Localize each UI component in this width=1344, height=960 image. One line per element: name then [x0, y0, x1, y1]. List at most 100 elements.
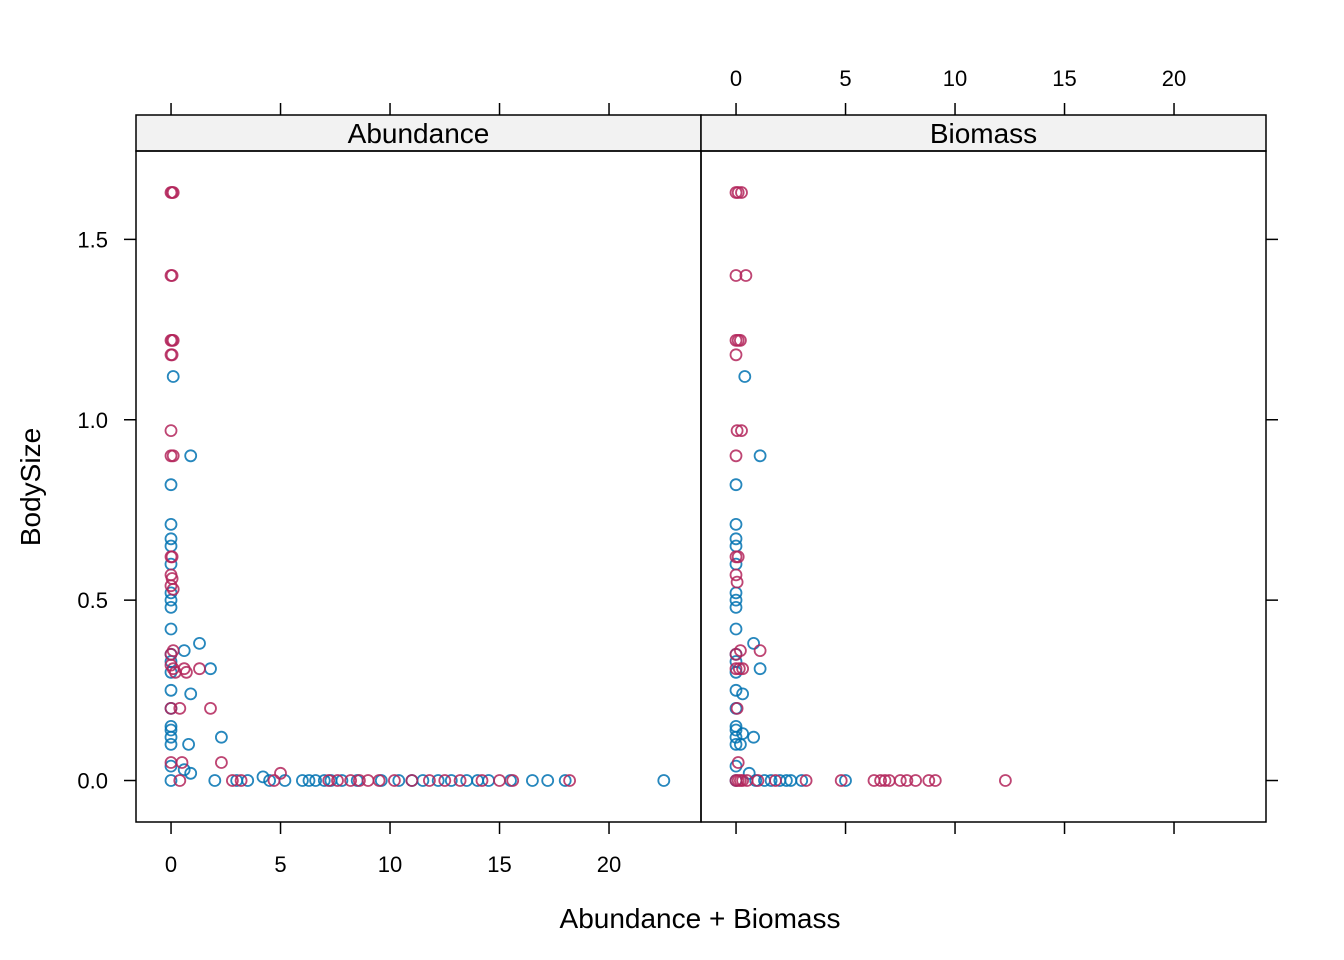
data-point	[742, 766, 756, 780]
y-tick-label: 1.0	[77, 408, 108, 433]
x-tick-label: 20	[597, 852, 621, 877]
data-point	[729, 723, 743, 737]
data-point	[729, 593, 743, 607]
data-point	[164, 738, 178, 751]
data-point	[878, 774, 892, 787]
data-point	[729, 518, 743, 531]
data-point	[165, 550, 179, 564]
data-point	[735, 186, 748, 199]
series-1-points	[164, 370, 671, 787]
data-point	[164, 702, 178, 715]
data-point	[175, 756, 189, 769]
data-point	[900, 774, 914, 787]
data-point	[731, 550, 745, 564]
data-point	[731, 186, 745, 199]
data-point	[736, 727, 749, 740]
data-point	[438, 774, 452, 787]
data-point	[204, 702, 217, 715]
data-point	[164, 518, 178, 531]
data-point	[444, 774, 458, 787]
data-point	[225, 774, 239, 787]
data-point	[729, 738, 743, 751]
data-point	[729, 601, 743, 614]
data-point	[729, 662, 743, 676]
data-point	[799, 774, 813, 787]
data-point	[193, 662, 206, 676]
data-point	[184, 766, 198, 780]
plot-frame	[135, 150, 702, 823]
series-1-points	[729, 370, 852, 787]
strip-label: Abundance	[348, 118, 490, 149]
data-point	[734, 333, 747, 347]
data-point	[764, 774, 778, 787]
x-tick-label: 10	[378, 852, 402, 877]
y-tick-label: 0.0	[77, 769, 108, 794]
data-point	[165, 269, 179, 282]
data-point	[735, 424, 748, 438]
data-point	[165, 348, 179, 362]
data-point	[729, 622, 743, 636]
data-point	[747, 637, 760, 650]
data-point	[893, 774, 907, 787]
data-point	[729, 348, 743, 362]
data-point	[193, 637, 206, 650]
data-point	[256, 770, 270, 784]
data-point	[657, 774, 671, 787]
data-point	[769, 774, 782, 787]
data-point	[909, 774, 922, 787]
panel-abundance: Abundance	[135, 114, 702, 823]
data-point	[526, 774, 539, 787]
x-tick-label: 15	[1052, 66, 1076, 91]
data-point	[166, 644, 180, 657]
data-point	[164, 759, 178, 773]
data-point	[322, 774, 336, 787]
data-point	[753, 662, 767, 676]
data-point	[177, 644, 191, 657]
data-point	[729, 568, 743, 582]
data-point	[309, 774, 323, 787]
data-point	[274, 766, 287, 780]
data-point	[164, 478, 178, 492]
data-point	[177, 763, 191, 777]
data-point	[166, 186, 180, 199]
data-point	[839, 774, 852, 787]
data-point	[184, 449, 198, 463]
data-point	[405, 774, 419, 787]
data-point	[335, 774, 349, 787]
data-point	[753, 449, 767, 463]
data-point	[166, 370, 180, 383]
data-point	[541, 774, 555, 787]
data-point	[344, 774, 358, 787]
x-tick-label: 5	[274, 852, 286, 877]
data-point	[164, 622, 178, 636]
data-point	[214, 730, 228, 744]
data-point	[295, 774, 309, 787]
data-point	[302, 774, 316, 787]
data-point	[422, 774, 436, 787]
y-tick-label: 0.5	[77, 588, 108, 613]
data-point	[999, 774, 1012, 787]
data-point	[166, 449, 180, 463]
x-tick-label: 5	[839, 66, 851, 91]
data-point	[563, 774, 576, 787]
data-point	[173, 774, 187, 787]
x-axis-title: Abundance + Biomass	[560, 903, 841, 934]
data-point	[753, 644, 767, 657]
panel-biomass: Biomass	[700, 114, 1267, 823]
data-point	[431, 774, 445, 787]
axes-layer: 0 5 10 15 20 0 5 10 15 20 0.0 0.5 1.0 1.5	[77, 66, 1278, 877]
data-point	[738, 370, 752, 383]
data-point	[267, 774, 281, 787]
data-point	[795, 774, 809, 787]
data-point	[729, 683, 743, 697]
strip-label: Biomass	[930, 118, 1037, 149]
data-point	[730, 702, 744, 715]
data-point	[736, 662, 749, 676]
data-point	[729, 586, 743, 600]
data-point	[234, 774, 248, 787]
data-point	[734, 644, 747, 657]
data-point	[453, 774, 467, 787]
data-point	[736, 687, 749, 701]
x-tick-label: 20	[1162, 66, 1186, 91]
